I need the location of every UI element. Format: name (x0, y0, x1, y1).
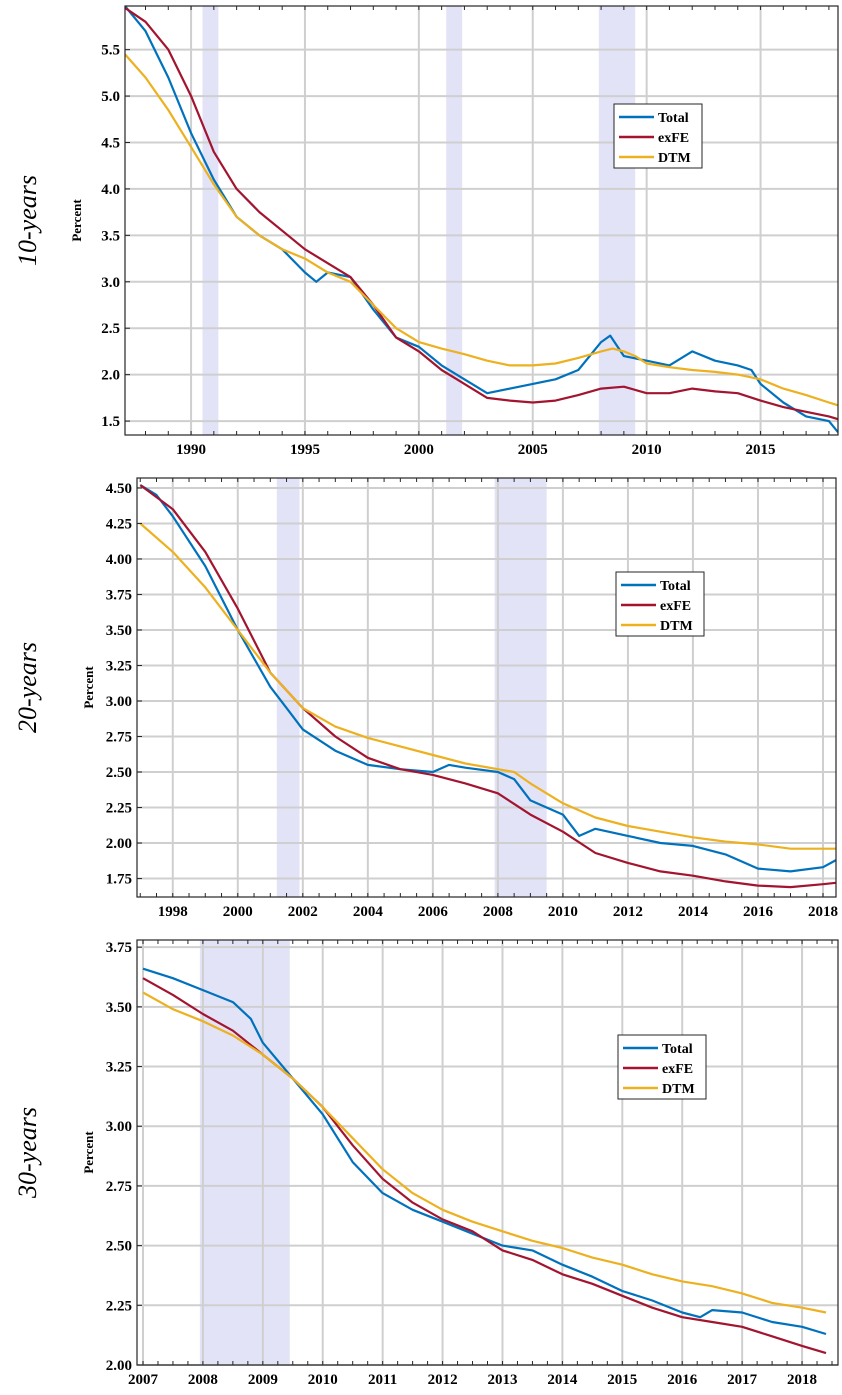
y-axis-label: Percent (81, 666, 96, 709)
panel-row-label: 30-years (13, 1107, 42, 1199)
legend-label-total: Total (662, 1042, 693, 1057)
x-tick-label: 2005 (518, 442, 548, 458)
y-tick-label: 2.75 (106, 730, 132, 746)
axes-frame (136, 477, 837, 898)
y-tick-label: 3.75 (106, 587, 132, 603)
recession-band-0 (276, 478, 300, 897)
x-tick-label: 2014 (678, 904, 709, 920)
chart-panel-0: 1990 1995 2000 2005 2010 2015 1.5 2.0 2.5 3.0 3.5 4… (13, 5, 839, 458)
recession-band-2 (598, 6, 636, 435)
series-line-exfe (125, 6, 838, 421)
y-tick-label: 2.5 (101, 321, 120, 337)
x-tick-label: 2009 (248, 1372, 278, 1388)
recession-band-0 (199, 940, 290, 1365)
y-tick-label: 2.25 (106, 801, 132, 817)
x-tick-label: 2002 (288, 904, 318, 920)
legend: Total exFE DTM (617, 1034, 707, 1100)
y-tick-label: 3.0 (101, 275, 120, 291)
x-tick-label: 1998 (158, 904, 188, 920)
x-tick-label: 1995 (290, 442, 320, 458)
x-tick-label: 2007 (128, 1372, 159, 1388)
x-tick-label: 2008 (483, 904, 513, 920)
y-tick-label: 3.50 (106, 1000, 132, 1016)
x-tick-label: 2008 (188, 1372, 218, 1388)
x-tick-label: 2016 (743, 904, 774, 920)
legend-label-exfe: exFE (662, 1062, 693, 1077)
x-tick-label: 1990 (176, 442, 206, 458)
legend-label-dtm: DTM (658, 151, 691, 166)
x-tick-label: 2011 (368, 1372, 397, 1388)
y-tick-label: 2.50 (106, 1239, 132, 1255)
y-tick-label: 2.75 (106, 1179, 132, 1195)
y-axis-label: Percent (81, 1131, 96, 1174)
x-tick-label: 2016 (667, 1372, 698, 1388)
y-tick-label: 2.50 (106, 765, 132, 781)
x-tick-label: 2010 (308, 1372, 338, 1388)
y-tick-label: 3.75 (106, 940, 132, 956)
y-tick-label: 3.00 (106, 694, 132, 710)
y-tick-label: 1.75 (106, 872, 132, 888)
x-tick-label: 2000 (404, 442, 434, 458)
y-tick-label: 1.5 (101, 414, 120, 430)
y-axis-label: Percent (69, 199, 84, 242)
y-tick-label: 2.00 (106, 836, 132, 852)
legend-label-total: Total (660, 579, 691, 594)
series-line-total (139, 484, 836, 873)
x-tick-label: 2006 (418, 904, 449, 920)
recession-band-0 (202, 6, 219, 435)
series-line-exfe (139, 484, 836, 889)
series-line-total (125, 6, 838, 433)
y-tick-label: 4.0 (101, 182, 120, 198)
y-tick-label: 3.25 (106, 658, 132, 674)
x-tick-label: 2018 (808, 904, 838, 920)
legend-label-dtm: DTM (662, 1082, 695, 1097)
y-tick-label: 4.5 (101, 136, 120, 152)
y-tick-label: 2.00 (106, 1358, 132, 1374)
y-tick-label: 2.0 (101, 368, 120, 384)
legend: Total exFE DTM (615, 571, 705, 637)
y-tick-label: 2.25 (106, 1298, 132, 1314)
legend-label-exfe: exFE (658, 131, 689, 146)
x-tick-label: 2013 (487, 1372, 517, 1388)
x-tick-label: 2014 (547, 1372, 578, 1388)
axes-frame (124, 5, 839, 436)
x-tick-label: 2015 (746, 442, 776, 458)
y-tick-label: 3.5 (101, 228, 120, 244)
chart-panel-2: 2007 2008 2009 2010 2011 2012 2013 2014 2015 2016… (13, 939, 839, 1388)
x-tick-label: 2017 (727, 1372, 758, 1388)
x-tick-label: 2012 (428, 1372, 458, 1388)
series-line-dtm (142, 991, 827, 1314)
y-tick-label: 5.0 (101, 89, 120, 105)
y-tick-label: 3.00 (106, 1119, 132, 1135)
x-tick-label: 2000 (223, 904, 253, 920)
panel-row-label: 20-years (13, 642, 42, 733)
series-line-dtm (125, 53, 838, 407)
legend-label-total: Total (658, 111, 689, 126)
legend-label-exfe: exFE (660, 599, 691, 614)
x-tick-label: 2010 (632, 442, 662, 458)
x-tick-label: 2018 (787, 1372, 817, 1388)
x-tick-label: 2012 (613, 904, 643, 920)
y-tick-label: 3.25 (106, 1060, 132, 1076)
y-tick-label: 3.50 (106, 623, 132, 639)
x-tick-label: 2010 (548, 904, 578, 920)
legend-label-dtm: DTM (660, 619, 693, 634)
y-tick-label: 5.5 (101, 43, 120, 59)
x-tick-label: 2015 (607, 1372, 637, 1388)
panel-row-label: 10-years (13, 175, 42, 266)
recession-band-1 (494, 478, 547, 897)
legend: Total exFE DTM (613, 103, 703, 169)
y-tick-label: 4.00 (106, 552, 132, 568)
y-tick-label: 4.25 (106, 516, 132, 532)
chart-panel-1: 1998 2000 2002 2004 2006 2008 2010 2012 2014 2016… (13, 477, 838, 920)
series-line-dtm (139, 522, 836, 850)
y-tick-label: 4.50 (106, 481, 132, 497)
x-tick-label: 2004 (353, 904, 384, 920)
